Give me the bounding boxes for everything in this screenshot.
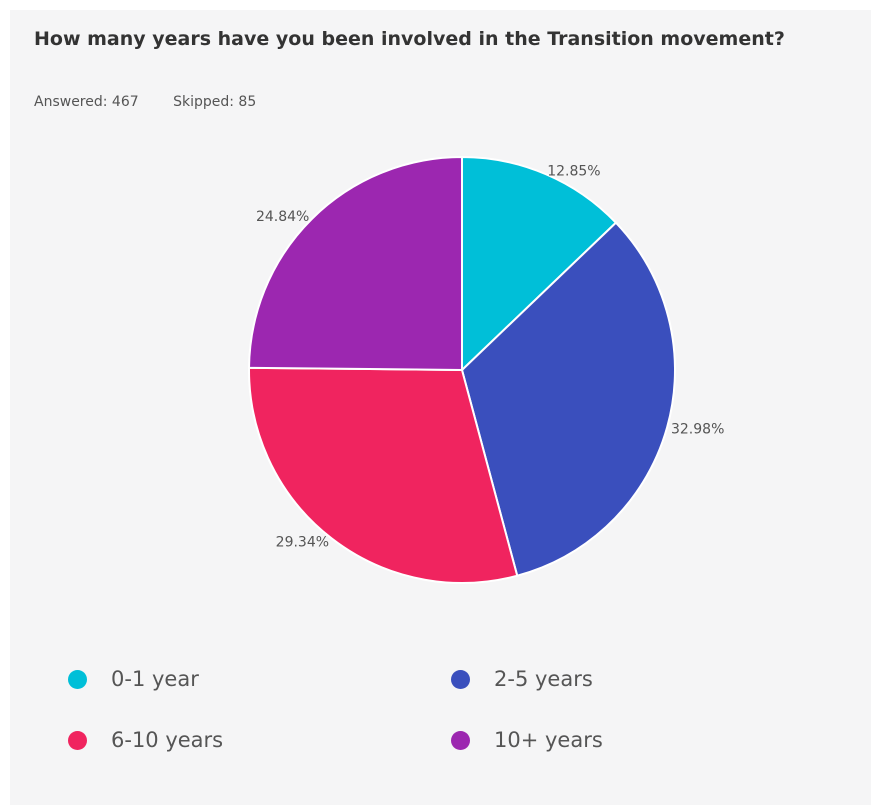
pie-slice-6-10-years[interactable]	[248, 366, 519, 584]
question-title: How many years have you been involved in…	[34, 28, 785, 50]
legend-item-0-1-year[interactable]: 0-1 year	[68, 667, 199, 691]
legend-swatch	[68, 669, 87, 689]
legend-swatch	[451, 730, 470, 750]
legend-label: 10+ years	[494, 728, 603, 752]
pie-label-2-5-years: 32.98%	[671, 421, 724, 437]
chart-legend: 0-1 year 2-5 years 6-10 years 10+ years	[10, 10, 871, 805]
pie-slice-2-5-years[interactable]	[460, 221, 676, 577]
pie-chart: 12.85% 32.98% 29.34% 24.84%	[248, 155, 724, 584]
legend-swatch	[68, 730, 87, 750]
chart-panel: How many years have you been involved in…	[10, 10, 871, 805]
pie-label-0-1-year: 12.85%	[547, 163, 600, 179]
pie-slice-0-1-year[interactable]	[461, 155, 618, 373]
legend-item-6-10-years[interactable]: 6-10 years	[68, 728, 223, 752]
legend-item-10plus-years[interactable]: 10+ years	[451, 728, 603, 752]
skipped-count: Skipped: 85	[173, 94, 257, 110]
legend-label: 0-1 year	[111, 667, 199, 691]
pie-label-6-10-years: 29.34%	[276, 535, 329, 551]
legend-item-2-5-years[interactable]: 2-5 years	[451, 667, 593, 691]
response-stats: Answered: 467 Skipped: 85	[34, 94, 286, 110]
pie-label-10plus-years: 24.84%	[256, 209, 309, 225]
legend-swatch	[451, 669, 470, 689]
answered-count: Answered: 467	[34, 94, 139, 110]
legend-label: 2-5 years	[494, 667, 593, 691]
pie-slice-10plus-years[interactable]	[248, 155, 463, 372]
legend-label: 6-10 years	[111, 728, 224, 752]
